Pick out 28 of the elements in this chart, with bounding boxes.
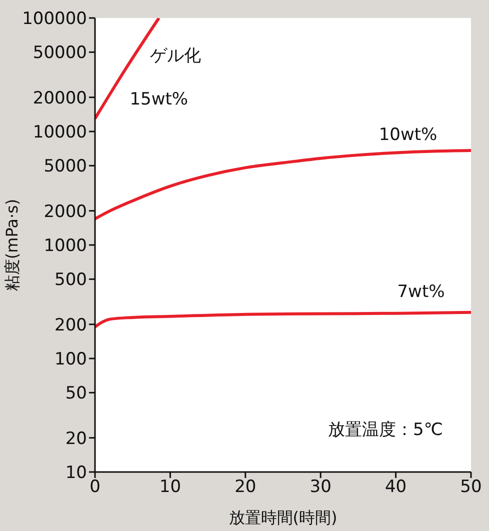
y-axis-title: 粘度(mPa·s) xyxy=(2,198,22,292)
line-series xyxy=(95,310,471,328)
x-tick-label: 30 xyxy=(310,477,332,498)
x-tick-label: 50 xyxy=(460,477,482,498)
y-tick-label: 10 xyxy=(65,463,87,484)
y-tick-label: 200 xyxy=(54,315,87,336)
line-series xyxy=(95,149,471,220)
x-axis-title: 放置時間(時間) xyxy=(228,508,338,527)
y-tick-label: 10000 xyxy=(32,122,87,143)
series-label: 7wt% xyxy=(397,282,445,302)
x-tick-label: 20 xyxy=(234,477,256,498)
x-tick-label: 10 xyxy=(159,477,182,498)
y-tick-label: 100 xyxy=(54,350,87,370)
y-tick-label: 50000 xyxy=(32,43,87,64)
y-tick-label: 20 xyxy=(65,428,87,449)
annotation: 放置温度：5℃ xyxy=(328,419,443,441)
y-tick-label: 100000 xyxy=(22,9,87,30)
annotation: ゲル化 xyxy=(150,45,201,67)
y-tick-label: 1000 xyxy=(44,236,87,256)
x-tick-label: 40 xyxy=(384,477,407,498)
x-tick-label: 0 xyxy=(90,477,100,498)
y-tick-label: 2000 xyxy=(44,202,87,222)
y-tick-label: 500 xyxy=(54,270,87,290)
y-tick-label: 5000 xyxy=(44,156,87,177)
y-tick-label: 50 xyxy=(65,384,87,404)
series-label: 15wt% xyxy=(130,90,188,110)
series-label: 10wt% xyxy=(378,125,438,146)
y-tick-label: 20000 xyxy=(32,88,87,108)
